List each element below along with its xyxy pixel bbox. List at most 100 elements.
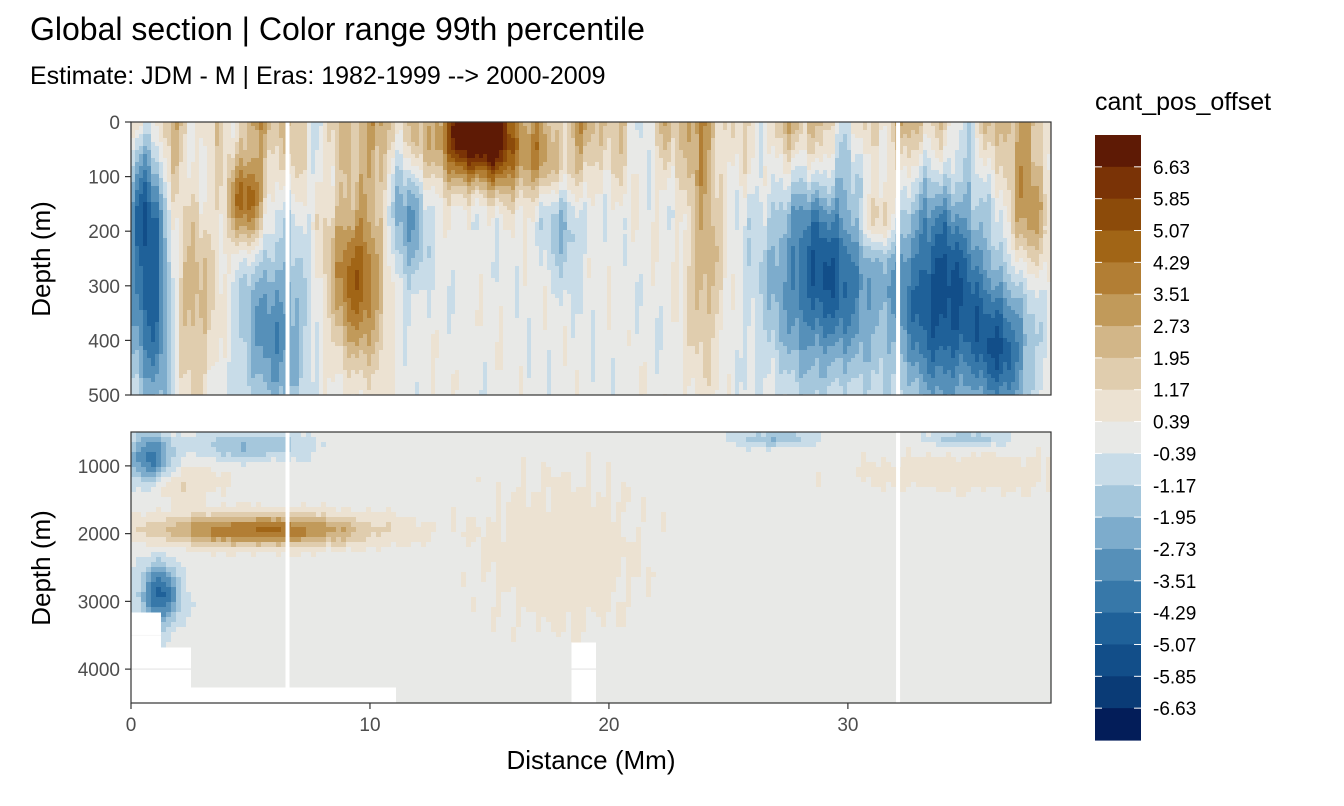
heatmap-cell bbox=[143, 218, 148, 223]
heatmap-cell bbox=[703, 274, 708, 279]
heatmap-cell bbox=[667, 166, 672, 171]
heatmap-cell bbox=[363, 286, 372, 291]
heatmap-cell bbox=[711, 122, 716, 127]
heatmap-cell bbox=[199, 226, 220, 231]
heatmap-cell bbox=[835, 158, 852, 163]
heatmap-cell bbox=[907, 194, 912, 199]
heatmap-cell bbox=[655, 274, 672, 279]
heatmap-cell bbox=[307, 290, 312, 295]
heatmap-cell bbox=[963, 286, 972, 291]
heatmap-cell bbox=[723, 266, 728, 271]
heatmap-cell bbox=[215, 166, 224, 171]
heatmap-cell bbox=[179, 250, 184, 255]
heatmap-cell bbox=[791, 122, 800, 127]
heatmap-cell bbox=[379, 278, 384, 283]
heatmap-cell bbox=[163, 190, 168, 195]
heatmap-cell bbox=[643, 282, 652, 287]
heatmap-cell bbox=[747, 210, 764, 215]
heatmap-cell bbox=[775, 130, 784, 135]
heatmap-cell bbox=[899, 158, 920, 163]
heatmap-cell bbox=[215, 206, 220, 211]
heatmap-cell bbox=[871, 142, 880, 147]
heatmap-cell bbox=[487, 218, 492, 223]
heatmap-cell bbox=[851, 130, 872, 135]
heatmap-cell bbox=[407, 218, 416, 223]
heatmap-cell bbox=[487, 174, 496, 179]
heatmap-cell bbox=[1039, 258, 1051, 263]
heatmap-cell bbox=[231, 210, 236, 215]
heatmap-cell bbox=[863, 158, 872, 163]
heatmap-cell bbox=[1011, 226, 1016, 231]
heatmap-cell bbox=[771, 174, 776, 179]
heatmap-cell bbox=[1023, 274, 1036, 279]
heatmap-cell bbox=[743, 154, 748, 159]
heatmap-cell bbox=[439, 194, 444, 199]
heatmap-cell bbox=[727, 190, 736, 195]
heatmap-cell bbox=[131, 206, 136, 211]
heatmap-cell bbox=[351, 238, 364, 243]
heatmap-cell bbox=[219, 234, 224, 239]
heatmap-cell bbox=[699, 222, 704, 227]
heatmap-cell bbox=[175, 290, 180, 295]
heatmap-cell bbox=[199, 166, 208, 171]
heatmap-cell bbox=[379, 222, 384, 227]
heatmap-cell bbox=[519, 138, 532, 143]
heatmap-cell bbox=[179, 262, 184, 267]
heatmap-cell bbox=[775, 250, 780, 255]
heatmap-cell bbox=[143, 230, 148, 235]
heatmap-cell bbox=[1039, 214, 1044, 219]
heatmap-cell bbox=[1003, 174, 1016, 179]
heatmap-cell bbox=[559, 202, 568, 207]
heatmap-cell bbox=[711, 186, 716, 191]
heatmap-cell bbox=[859, 262, 884, 267]
heatmap-cell bbox=[543, 218, 552, 223]
heatmap-cell bbox=[323, 174, 332, 179]
heatmap-cell bbox=[675, 178, 680, 183]
heatmap-cell bbox=[551, 202, 560, 207]
heatmap-cell bbox=[1027, 250, 1044, 255]
heatmap-cell bbox=[143, 122, 152, 127]
heatmap-cell bbox=[207, 174, 216, 179]
heatmap-cell bbox=[399, 274, 408, 279]
heatmap-cell bbox=[383, 282, 396, 287]
heatmap-cell bbox=[183, 290, 208, 295]
heatmap-cell bbox=[263, 134, 268, 139]
heatmap-cell bbox=[363, 258, 372, 263]
heatmap-cell bbox=[947, 230, 952, 235]
heatmap-cell bbox=[627, 154, 648, 159]
heatmap-cell bbox=[863, 126, 868, 131]
heatmap-cell bbox=[215, 138, 220, 143]
heatmap-cell bbox=[883, 234, 888, 239]
heatmap-cell bbox=[763, 154, 776, 159]
heatmap-cell bbox=[215, 158, 224, 163]
heatmap-cell bbox=[623, 246, 628, 251]
heatmap-cell bbox=[951, 170, 956, 175]
heatmap-cell bbox=[567, 198, 576, 203]
heatmap-cell bbox=[567, 202, 572, 207]
heatmap-cell bbox=[471, 226, 480, 231]
heatmap-cell bbox=[791, 226, 808, 231]
heatmap-cell bbox=[539, 186, 560, 191]
heatmap-cell bbox=[355, 194, 360, 199]
heatmap-cell bbox=[263, 218, 276, 223]
heatmap-cell bbox=[467, 202, 472, 207]
heatmap-cell bbox=[523, 242, 528, 247]
heatmap-cell bbox=[575, 166, 584, 171]
heatmap-cell bbox=[879, 146, 888, 151]
heatmap-cell bbox=[455, 122, 504, 127]
heatmap-cell bbox=[711, 162, 716, 167]
heatmap-cell bbox=[691, 130, 696, 135]
heatmap-cell bbox=[135, 258, 140, 263]
heatmap-cell bbox=[411, 234, 420, 239]
heatmap-cell bbox=[515, 166, 520, 171]
heatmap-cell bbox=[547, 266, 560, 271]
heatmap-cell bbox=[911, 130, 916, 135]
heatmap-cell bbox=[135, 162, 144, 167]
heatmap-cell bbox=[539, 138, 548, 143]
heatmap-cell bbox=[691, 134, 700, 139]
heatmap-cell bbox=[807, 178, 812, 183]
heatmap-cell bbox=[451, 222, 468, 227]
heatmap-cell bbox=[907, 174, 912, 179]
heatmap-cell bbox=[279, 150, 284, 155]
heatmap-cell bbox=[455, 274, 480, 279]
